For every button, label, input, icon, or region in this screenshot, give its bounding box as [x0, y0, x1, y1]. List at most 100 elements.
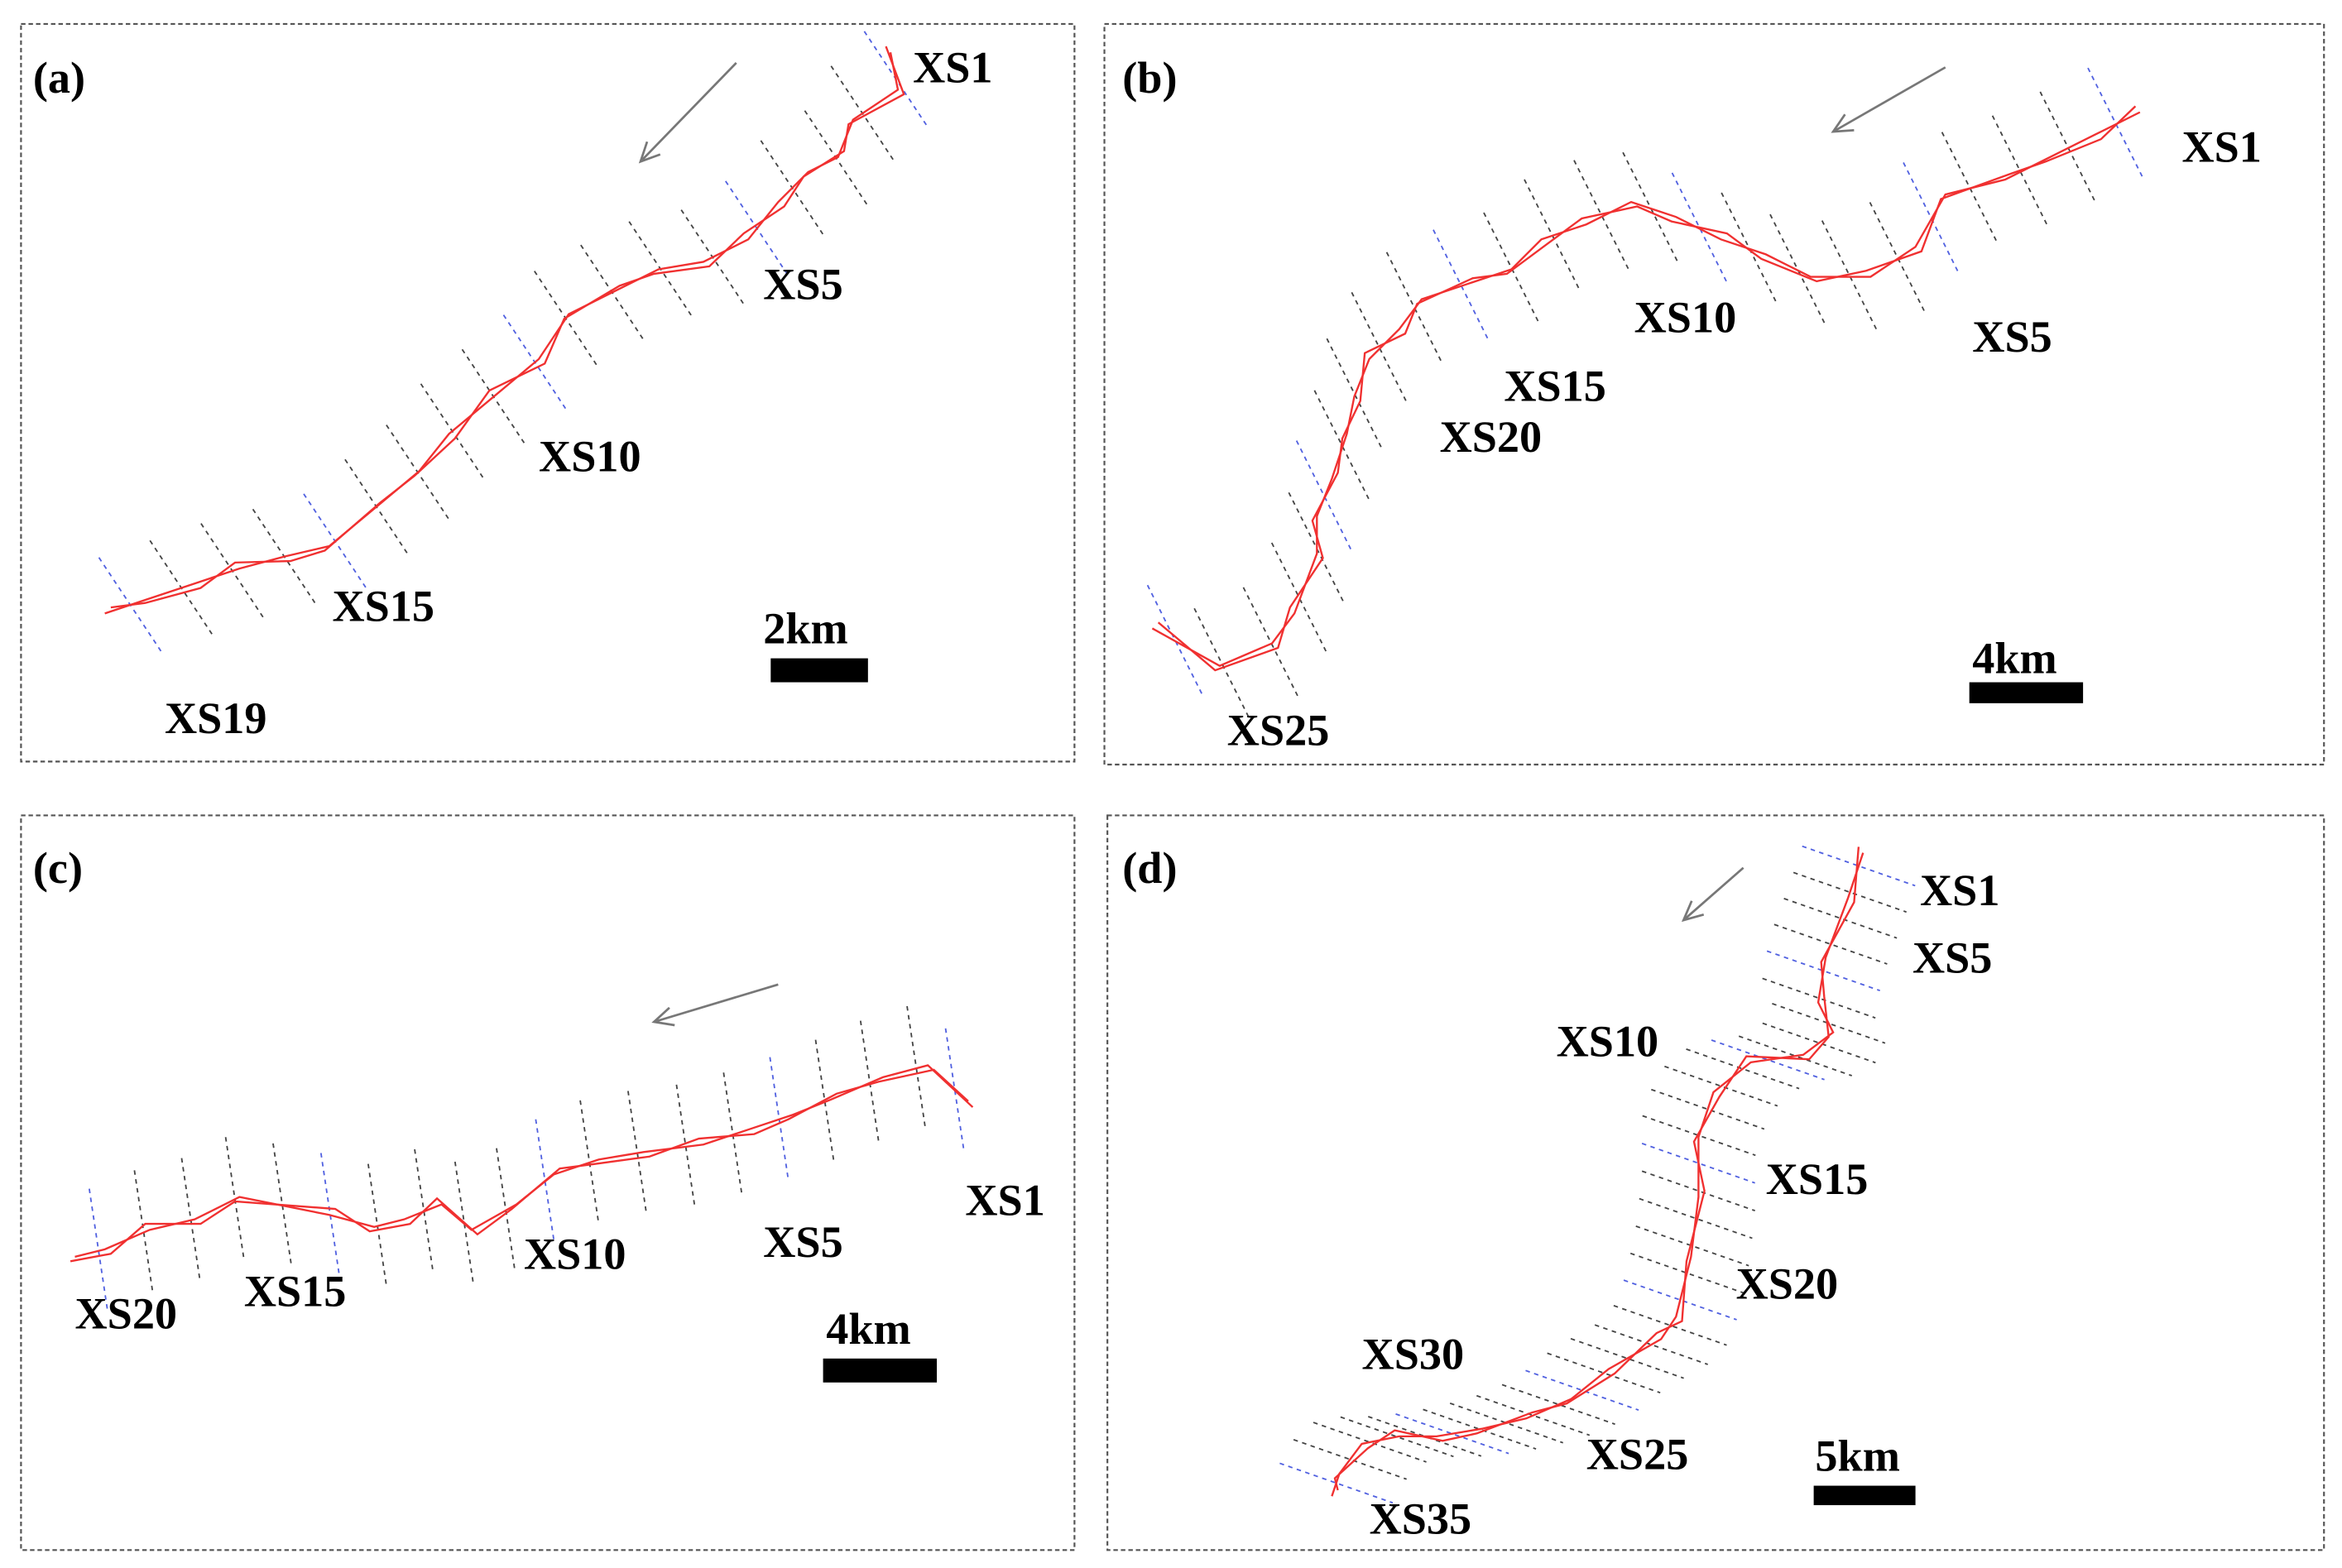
section-label: XS15 — [333, 581, 435, 631]
flow-arrow — [1682, 866, 1745, 922]
section-label: XS5 — [763, 260, 842, 309]
cross-section-line — [2087, 67, 2145, 181]
section-label: XS5 — [1972, 312, 2052, 362]
section-label: XS1 — [2181, 122, 2261, 171]
cross-section-line — [1766, 950, 1880, 992]
map-panel: (c) XS1 XS5 XS10 XS15 XS20 4km — [33, 843, 1045, 1383]
cross-section-line — [1991, 115, 2050, 229]
section-label: XS1 — [913, 42, 992, 92]
section-label: XS5 — [763, 1217, 842, 1267]
flow-arrow-head — [638, 141, 661, 164]
map-layer: (a) XS1 XS5 XS10 XS15 XS19 2km (b) XS1 XS5 XS10 XS1… — [33, 31, 2262, 1543]
cross-section-line — [1792, 871, 1907, 913]
section-label: XS10 — [1634, 292, 1737, 342]
cross-section-line — [1686, 1048, 1800, 1090]
panel-label: (a) — [33, 53, 85, 103]
section-label: XS10 — [524, 1229, 626, 1278]
cross-section-line — [1711, 1039, 1825, 1081]
section-label: XS20 — [74, 1289, 177, 1339]
cross-section-line — [1738, 1035, 1853, 1077]
panel-frame — [20, 814, 1076, 1551]
cross-section-line — [88, 1188, 109, 1313]
cross-section-line — [1642, 1115, 1756, 1157]
cross-section-line — [1423, 1408, 1537, 1450]
section-label: XS19 — [165, 693, 267, 743]
cross-section-line — [1664, 1065, 1778, 1107]
section-label: XS20 — [1736, 1259, 1839, 1309]
cross-section-line — [675, 1084, 696, 1210]
panel-frame — [1103, 22, 2325, 766]
cross-section-line — [1613, 1305, 1727, 1346]
cross-section-line — [1773, 923, 1888, 965]
cross-section-line — [1641, 1143, 1755, 1184]
scale-bar — [1969, 682, 2084, 703]
cross-section-line — [1573, 160, 1631, 273]
cross-section-line — [1476, 1394, 1591, 1436]
river-branch — [110, 46, 905, 609]
cross-section-line — [1623, 1279, 1737, 1321]
scale-bar-label: 2km — [763, 604, 847, 654]
flow-arrow — [1832, 66, 1946, 133]
cross-section-line — [1293, 1439, 1407, 1480]
cross-section-line — [1941, 132, 1999, 245]
scale-bar-label: 5km — [1815, 1431, 1899, 1480]
section-label: XS25 — [1227, 705, 1330, 755]
scale-bar — [823, 1358, 938, 1383]
cross-section-line — [1449, 1403, 1564, 1444]
river-branch — [1333, 846, 1860, 1491]
cross-section-line — [1671, 172, 1730, 286]
cross-section-line — [1326, 338, 1385, 452]
river-branch — [1157, 105, 2137, 672]
cross-section-line — [1395, 1412, 1509, 1455]
cross-section-line — [1525, 1369, 1639, 1411]
cross-section-line — [1639, 1197, 1753, 1240]
cross-section-line — [272, 1143, 293, 1268]
cross-section-line — [367, 1163, 388, 1288]
panel-frame — [20, 22, 1076, 763]
cross-section-line — [2039, 91, 2098, 205]
cross-section-line — [1802, 845, 1916, 887]
scale-bar — [770, 658, 868, 683]
section-label: XS1 — [1920, 866, 1999, 915]
panel-label: (d) — [1122, 843, 1177, 893]
section-label: XS20 — [1440, 412, 1543, 462]
cross-section-line — [1783, 898, 1898, 939]
river-branch — [70, 1068, 969, 1263]
cross-section-line — [579, 1100, 600, 1225]
cross-section-line — [1635, 1225, 1749, 1267]
cross-section-line — [1629, 1252, 1745, 1294]
flow-arrow — [653, 983, 779, 1024]
cross-section-line — [1622, 151, 1680, 266]
cross-section-line — [1641, 1170, 1755, 1212]
flow-arrow-head — [1681, 900, 1705, 923]
scale-bar-label: 4km — [826, 1304, 910, 1354]
cross-section-line — [1570, 1337, 1684, 1379]
flow-arrow-head — [651, 1006, 675, 1027]
cross-section-line — [1762, 977, 1876, 1019]
section-label: XS1 — [965, 1175, 1044, 1225]
cross-section-line — [1524, 179, 1581, 293]
flow-arrow-head — [1831, 113, 1855, 133]
cross-section-line — [1651, 1088, 1765, 1130]
section-label: XS5 — [1912, 933, 1992, 982]
cross-section-line — [1594, 1324, 1708, 1365]
cross-section-line — [1501, 1383, 1615, 1426]
cross-section-line — [1762, 1022, 1876, 1064]
cross-section-line — [1340, 1416, 1454, 1458]
cross-section-line — [1547, 1352, 1661, 1394]
scale-bar-label: 4km — [1972, 634, 2056, 683]
cross-section-line — [1313, 1422, 1427, 1463]
scale-bar — [1813, 1485, 1916, 1506]
panel-label: (b) — [1122, 53, 1177, 103]
section-label: XS10 — [1557, 1017, 1659, 1067]
cross-section-line — [1279, 1462, 1394, 1504]
cross-section-line — [814, 1039, 835, 1165]
section-label: XS15 — [1504, 362, 1606, 411]
map-panel: (a) XS1 XS5 XS10 XS15 XS19 2km — [33, 31, 993, 743]
section-label: XS15 — [1766, 1154, 1869, 1204]
flow-arrow — [640, 62, 737, 163]
